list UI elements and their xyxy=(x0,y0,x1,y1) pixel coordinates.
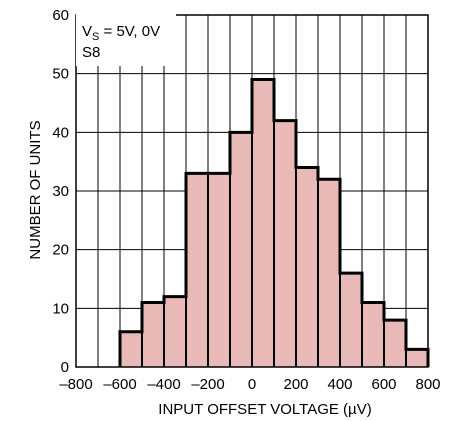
histogram-bar xyxy=(406,349,428,367)
x-axis-label: INPUT OFFSET VOLTAGE (µV) xyxy=(158,401,371,418)
histogram-bar xyxy=(252,79,274,368)
x-tick-label: 400 xyxy=(327,376,352,393)
y-tick-labels: 0 10 20 30 40 50 60 xyxy=(52,7,69,376)
histogram-bar xyxy=(230,132,252,367)
histogram-bar xyxy=(384,320,406,367)
y-tick-label: 20 xyxy=(52,242,69,259)
x-tick-label: –800 xyxy=(59,376,92,393)
x-tick-labels: –800 –600 –400 –200 0 200 400 600 800 xyxy=(59,376,440,393)
histogram-bar xyxy=(340,273,362,367)
annotation-line-2: S8 xyxy=(82,44,100,61)
y-tick-label: 0 xyxy=(61,359,69,376)
histogram-bar xyxy=(296,167,318,367)
histogram-bar xyxy=(318,179,340,367)
histogram-bar xyxy=(362,302,384,367)
annotation-line-1: VS = 5V, 0V xyxy=(82,23,160,43)
histogram-bar xyxy=(186,173,208,367)
x-tick-label: –600 xyxy=(103,376,136,393)
bars xyxy=(120,79,428,368)
plot-frame xyxy=(75,14,429,368)
y-tick-label: 10 xyxy=(52,300,69,317)
histogram-bar xyxy=(274,120,296,367)
histogram-bar xyxy=(142,302,164,367)
histogram-bar xyxy=(208,173,230,367)
bar-outline xyxy=(118,78,430,367)
x-tick-label: –400 xyxy=(147,376,180,393)
histogram-bar xyxy=(120,331,142,367)
x-tick-label: 0 xyxy=(248,376,256,393)
x-tick-label: 200 xyxy=(283,376,308,393)
y-axis-label: NUMBER OF UNITS xyxy=(27,120,44,259)
x-tick-label: 600 xyxy=(371,376,396,393)
x-tick-label: –200 xyxy=(191,376,224,393)
histogram-bar xyxy=(164,296,186,367)
y-tick-label: 30 xyxy=(52,183,69,200)
y-tick-label: 60 xyxy=(52,7,69,24)
y-tick-label: 40 xyxy=(52,124,69,141)
x-tick-label: 800 xyxy=(415,376,440,393)
y-tick-label: 50 xyxy=(52,66,69,83)
annotation-background xyxy=(76,10,176,66)
